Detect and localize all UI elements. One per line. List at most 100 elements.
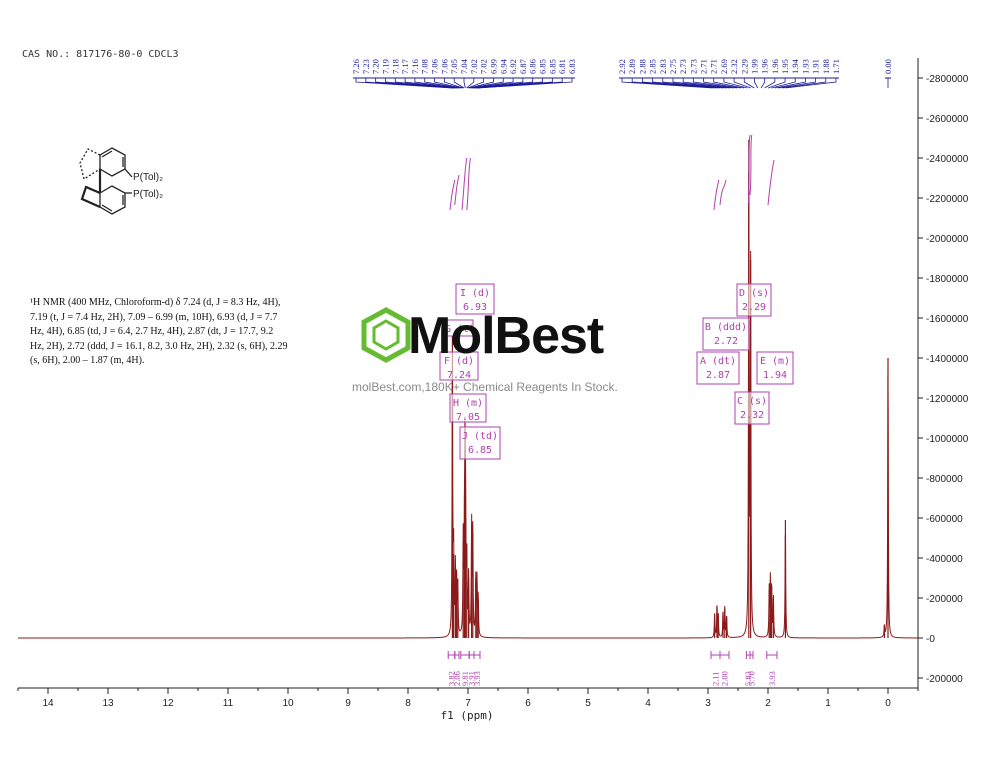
x-tick-label: 3 (705, 698, 711, 709)
y-tick-label: -2400000 (926, 154, 969, 165)
watermark-brand: MolBest (408, 307, 604, 365)
integral-value: 3.82 (447, 671, 457, 686)
cas-header: CAS NO.: 817176-80-0 CDCL3 (22, 49, 179, 60)
multiplet-box (449, 393, 487, 423)
p-tol-top-label: P(Tol)₂ (133, 172, 163, 183)
multiplet-box (736, 283, 772, 317)
peak-label: 1.95 (780, 59, 790, 74)
x-tick-label: 5 (585, 698, 591, 709)
peak-label-connector (743, 78, 755, 89)
multiplet-box (734, 391, 770, 425)
multiplet-shift: 1.94 (763, 370, 787, 381)
multiplet-label: D (s) (739, 288, 769, 299)
y-tick-label: -600000 (926, 514, 963, 525)
peak-label: 6.83 (567, 59, 577, 74)
y-tick-label: -200000 (926, 674, 963, 685)
peak-label-connector (662, 78, 727, 89)
peak-label-connector (469, 78, 504, 89)
peak-label-connector (472, 78, 524, 89)
x-tick-label: 0 (885, 698, 891, 709)
multiplet-box (459, 426, 501, 460)
peak-label-connector (682, 78, 734, 89)
peak-label-connector (631, 78, 717, 89)
multiplet-box (702, 317, 750, 351)
y-tick-label: -2800000 (926, 74, 969, 85)
peak-label-connector (764, 78, 776, 89)
multiplet-label: G (t) (445, 324, 475, 335)
x-tick-label: 8 (405, 698, 411, 709)
x-tick-label: 2 (765, 698, 771, 709)
x-tick-label: 6 (525, 698, 531, 709)
peak-label-connector (414, 78, 460, 89)
multiplet-shift: 7.05 (456, 412, 480, 423)
y-tick-label: -1000000 (926, 434, 969, 445)
peak-label: 2.71 (709, 59, 719, 74)
peak-label: 0.00 (883, 59, 893, 74)
peak-label: 2.83 (658, 59, 668, 74)
peak-label-connector (781, 78, 827, 89)
peak-label-connector (468, 78, 494, 89)
peak-label: 7.23 (361, 59, 371, 74)
multiplet-shift: 2.87 (706, 370, 730, 381)
molecule-structure: P(Tol)₂ P(Tol)₂ (79, 147, 163, 215)
multiplet-shift: 6.85 (468, 445, 492, 456)
peak-label-connector (453, 78, 465, 89)
integral-curve (454, 174, 460, 206)
peak-label: 1.96 (760, 59, 770, 74)
peak-label-connector (754, 78, 759, 89)
peak-label-connector (774, 78, 806, 89)
peak-label: 2.29 (739, 59, 749, 74)
x-axis-label: f1 (ppm) (441, 709, 494, 722)
x-tick-label: 14 (42, 698, 54, 709)
integral-curve (749, 134, 753, 196)
x-tick-label: 10 (282, 698, 294, 709)
peak-label: 7.18 (390, 59, 400, 74)
peak-label: 7.04 (459, 58, 469, 74)
integral-value: 2.06 (452, 671, 462, 686)
nmr-description: ¹H NMR (400 MHz, Chloroform-d) δ 7.24 (d… (30, 296, 330, 369)
peak-label: 2.73 (688, 59, 698, 74)
spectrum (18, 140, 918, 639)
x-tick-label: 4 (645, 698, 651, 709)
peak-label: 2.85 (648, 59, 658, 74)
multiplet-label: F (d) (444, 356, 474, 367)
peak-label-connector (404, 78, 459, 89)
peak-label: 6.81 (557, 59, 567, 74)
peak-label: 2.71 (699, 59, 709, 74)
y-tick-label: -400000 (926, 554, 963, 565)
peak-label: 2.89 (627, 59, 637, 74)
peak-label: 2.75 (668, 59, 678, 74)
peak-label: 7.16 (410, 59, 420, 74)
peak-label-connector (703, 78, 741, 89)
peak-label-connector (463, 78, 466, 89)
peak-label: 2.32 (729, 59, 739, 74)
integral-curve (719, 179, 727, 206)
peak-labels: 7.26 7.23 7.20 7.19 7.18 7.17 7.16 7.08 7.06 7.06… (351, 58, 893, 89)
multiplet-box (446, 319, 474, 337)
integral-curve (461, 157, 468, 211)
peak-label: 2.73 (678, 59, 688, 74)
peak-label-connector (443, 78, 464, 89)
x-tick-label: 11 (223, 698, 234, 709)
y-tick-label: -1600000 (926, 314, 969, 325)
peak-label-connector (672, 78, 731, 89)
integral-value: 5.70 (747, 671, 757, 686)
peak-label: 1.94 (790, 58, 800, 74)
peak-label-connector (394, 78, 458, 89)
integral-value: 5.83 (743, 671, 753, 686)
y-tick-label: -2000000 (926, 234, 969, 245)
p-tol-bottom-label: P(Tol)₂ (133, 189, 163, 200)
multiplet-shift: 7.24 (447, 370, 471, 381)
integral-value: 2.00 (720, 671, 730, 686)
peak-label-connector (733, 78, 751, 89)
peak-label: 1.91 (811, 59, 821, 74)
integral-curve (466, 157, 471, 211)
peak-label: 7.26 (351, 59, 361, 74)
y-tick-label: -2200000 (926, 194, 969, 205)
peak-label: 7.08 (420, 59, 430, 74)
peak-label: 6.92 (508, 59, 518, 74)
nmr-line: Hz, 4H), 6.85 (td, J = 6.4, 2.7 Hz, 4H),… (30, 326, 274, 337)
multiplet-label: B (ddd) (705, 322, 747, 333)
watermark-tagline: molBest.com,180K+ Chemical Reagents In S… (352, 380, 618, 394)
peak-label-connector (692, 78, 738, 89)
